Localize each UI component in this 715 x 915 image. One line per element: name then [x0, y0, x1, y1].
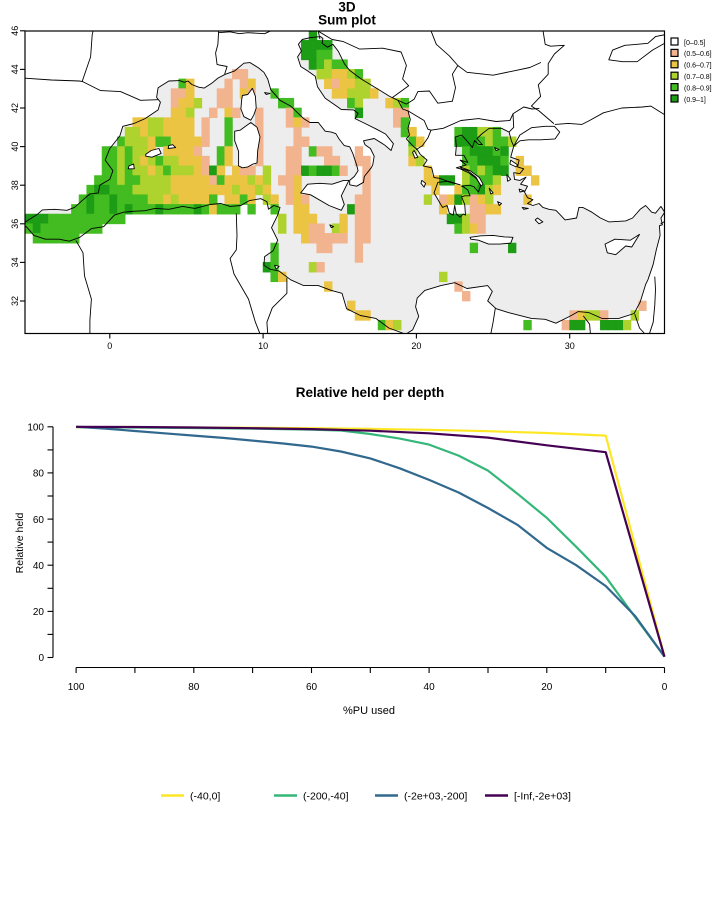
svg-text:(-200,-40]: (-200,-40]	[303, 791, 349, 803]
svg-text:40: 40	[33, 561, 45, 572]
svg-text:%PU used: %PU used	[343, 705, 395, 717]
svg-text:20: 20	[33, 607, 45, 618]
svg-text:30: 30	[565, 341, 575, 351]
svg-text:(0.7–0.8]: (0.7–0.8]	[684, 74, 712, 81]
svg-text:(0.6–0.7]: (0.6–0.7]	[684, 63, 712, 70]
svg-text:(0.5–0.6]: (0.5–0.6]	[684, 51, 712, 58]
svg-text:(-40,0]: (-40,0]	[190, 791, 220, 803]
svg-text:0: 0	[662, 682, 668, 693]
svg-text:38: 38	[10, 180, 20, 190]
svg-text:34: 34	[10, 257, 20, 267]
svg-text:60: 60	[306, 682, 318, 693]
svg-text:40: 40	[424, 682, 436, 693]
svg-text:3D: 3D	[338, 0, 356, 15]
svg-text:32: 32	[10, 296, 20, 306]
svg-text:[0–0.5]: [0–0.5]	[684, 40, 705, 47]
svg-text:44: 44	[10, 64, 20, 74]
svg-text:10: 10	[258, 341, 268, 351]
svg-text:(0.8–0.9]: (0.8–0.9]	[684, 85, 712, 92]
svg-text:40: 40	[10, 142, 20, 152]
svg-text:Relative held: Relative held	[14, 512, 26, 573]
svg-text:100: 100	[27, 423, 44, 434]
svg-text:Sum plot: Sum plot	[318, 13, 376, 28]
svg-text:60: 60	[33, 515, 45, 526]
svg-text:(-2e+03,-200]: (-2e+03,-200]	[404, 791, 467, 803]
svg-text:Relative held per depth: Relative held per depth	[296, 385, 445, 400]
svg-text:46: 46	[10, 26, 20, 36]
svg-text:[-Inf,-2e+03]: [-Inf,-2e+03]	[514, 791, 571, 803]
svg-text:(0.9–1]: (0.9–1]	[684, 97, 706, 104]
svg-text:20: 20	[411, 341, 421, 351]
svg-text:80: 80	[188, 682, 200, 693]
svg-text:0: 0	[107, 341, 112, 351]
svg-text:80: 80	[33, 469, 45, 480]
svg-text:0: 0	[38, 653, 44, 664]
svg-text:36: 36	[10, 219, 20, 229]
svg-text:100: 100	[68, 682, 85, 693]
svg-text:42: 42	[10, 103, 20, 113]
svg-text:20: 20	[541, 682, 553, 693]
